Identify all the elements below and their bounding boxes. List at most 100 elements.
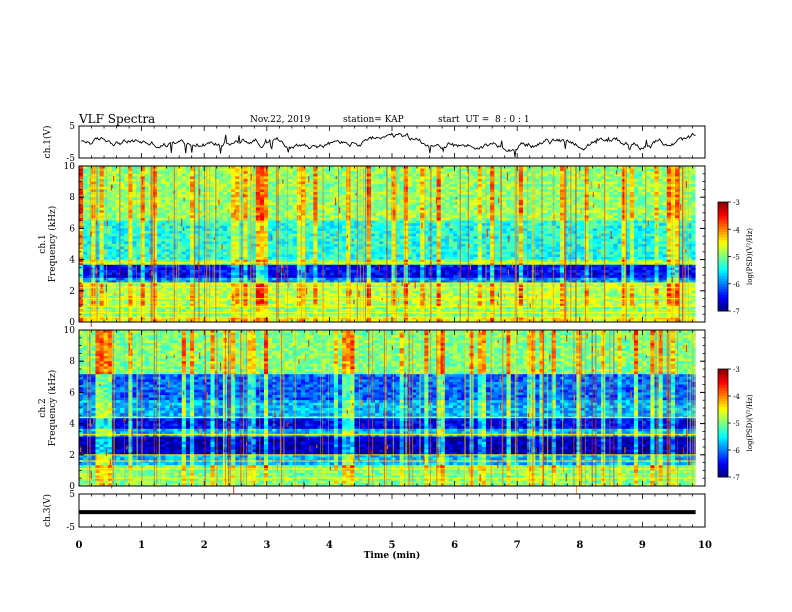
spectrogram-cell [169,197,174,201]
spectrogram-cell [432,238,438,242]
spectrogram-cell [469,212,475,216]
spectrogram-cell [370,186,376,190]
spectrogram-cell [116,233,121,237]
spectrogram-cell [580,244,586,247]
spectrogram-cell [263,212,269,216]
spectrogram-cell [448,192,454,195]
spectrogram-cell [214,231,220,234]
spectrogram-cell [457,179,462,182]
spectrogram-cell [490,171,495,175]
spectrogram-cell [518,215,524,219]
spectrogram-cell [177,218,183,221]
spectrogram-cell [169,238,174,242]
spectrogram-cell [477,233,483,237]
spectrogram-cell [103,189,109,193]
spectrogram-cell [300,207,306,211]
spectrogram-cell [609,192,614,195]
spectrogram-cell [687,231,692,234]
spectrogram-cell [596,215,602,219]
spectrogram-cell [189,246,195,250]
spectrogram-cell [383,210,388,214]
spectrogram-cell [107,194,113,198]
spectrogram-cell [268,166,273,169]
spectrogram-cell [99,199,105,203]
spectrogram-cell [473,228,479,232]
spectrogram-cell [502,210,507,214]
spectrogram-cell [522,220,528,224]
spectrogram-cell [625,228,631,232]
spectrogram-cell [481,179,487,182]
spectrogram-cell [576,223,581,227]
spectrogram-cell [329,238,335,242]
spectrogram-cell [629,212,635,216]
spectrogram-cell [296,215,302,219]
spectrogram-cell [292,220,298,224]
spectrogram-cell [440,231,446,234]
spectrogram-cell [596,197,602,201]
spectrogram-cell [506,233,512,237]
spectrogram-cell [296,233,302,237]
spectrogram-cell [490,197,495,201]
spectrogram-cell [354,225,359,229]
spectrogram-cell [465,223,470,227]
spectrogram-cell [111,181,117,185]
spectrogram-cell [333,241,339,245]
spectrogram-cell [231,225,236,229]
spectrogram-cell [354,168,359,172]
spectrogram-cell [387,244,392,247]
spectrogram-cell [350,236,355,240]
spectrogram-cell [136,231,142,234]
spectrogram-cell [169,241,174,245]
spectrogram-cell [140,205,146,208]
spectrogram-cell [194,176,199,180]
spectrogram-cell [350,181,355,185]
spectrogram-cell [263,218,269,221]
spectrogram-cell [642,233,647,237]
spectrogram-cell [436,171,442,175]
spectrogram-cell [169,210,174,214]
spectrogram-cell [173,168,179,172]
spectrogram-cell [194,202,199,206]
spectrogram-cell [362,220,368,224]
spectrogram-cell [198,186,203,190]
spectrogram-cell [494,241,499,245]
spectrogram-cell [679,231,684,234]
spectrogram-cell [383,215,388,219]
spectrogram-cell [580,231,586,234]
spectrogram-cell [477,202,483,206]
spectrogram-cell [99,186,105,190]
spectrogram-cell [169,171,174,175]
spectrogram-cell [107,181,113,185]
spectrogram-cell [128,228,133,232]
spectrogram-cell [95,228,100,232]
spectrogram-cell [235,225,240,229]
spectrogram-cell [510,173,516,177]
spectrogram-cell [173,228,179,232]
spectrogram-cell [231,189,236,193]
spectrogram-cell [79,192,84,195]
spectrogram-cell [354,186,359,190]
spectrogram-cell [152,199,158,203]
spectrogram-cell [559,197,565,201]
spectrogram-cell [226,244,232,247]
spectrogram-cell [687,181,692,185]
spectrogram-cell [235,194,240,198]
spectrogram-cell [296,228,302,232]
spectrogram-cell [588,168,594,172]
spectrogram-cell [646,189,651,193]
spectrogram-cell [527,171,532,175]
spectrogram-cell [218,181,224,185]
spectrogram-cell [407,197,413,201]
spectrogram-cell [601,166,606,169]
spectrogram-cell [169,184,174,188]
spectrogram-cell [103,238,109,242]
spectrogram-cell [453,238,458,242]
spectrogram-cell [120,199,125,203]
spectrogram-cell [440,202,446,206]
spectrogram-cell [572,197,577,201]
spectrogram-cell [337,205,343,208]
spectrogram-cell [354,184,359,188]
spectrogram-cell [629,241,635,245]
spectrogram-cell [605,184,610,188]
spectrogram-cell [288,186,294,190]
